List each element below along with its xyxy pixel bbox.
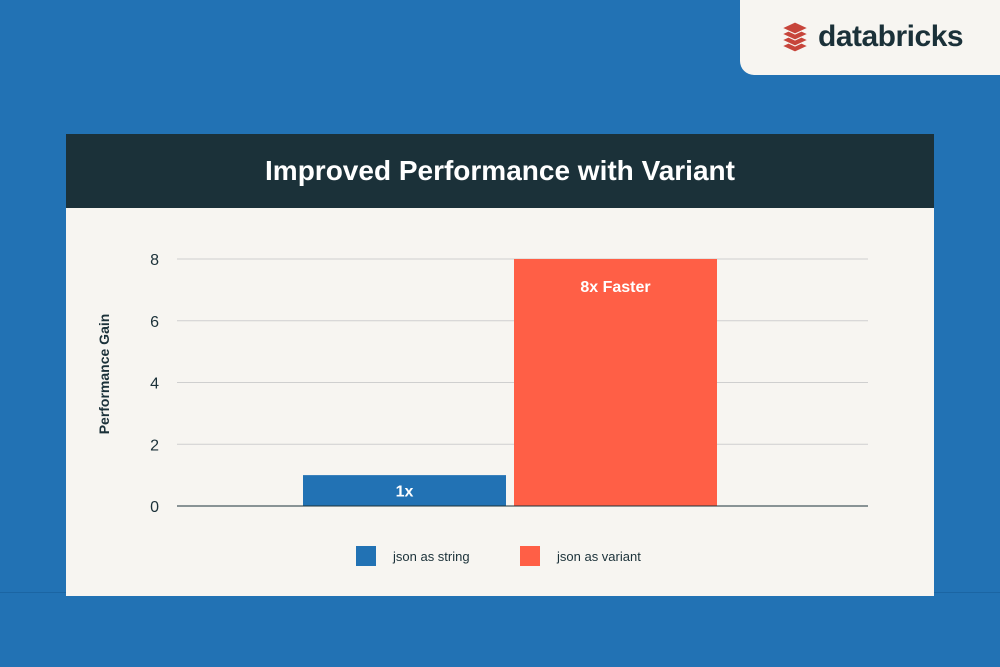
y-tick-label: 6 xyxy=(150,314,159,331)
bar-json-as-variant xyxy=(514,259,717,506)
legend-label: json as string xyxy=(392,549,470,564)
y-axis-ticks: 0 2 4 6 8 xyxy=(150,252,159,516)
legend: json as string json as variant xyxy=(356,546,641,566)
y-tick-label: 4 xyxy=(150,376,159,393)
y-tick-label: 2 xyxy=(150,437,159,454)
chart-header: Improved Performance with Variant xyxy=(66,134,934,208)
legend-swatch xyxy=(356,546,376,566)
y-tick-label: 0 xyxy=(150,499,159,516)
bar-data-label: 8x Faster xyxy=(580,279,650,296)
chart-card: Improved Performance with Variant 0 2 4 6 8 … xyxy=(66,134,934,596)
bar-chart: 0 2 4 6 8 Performance Gain 1x 8x Faster json … xyxy=(96,252,868,566)
chart-title: Improved Performance with Variant xyxy=(265,155,735,186)
legend-label: json as variant xyxy=(556,549,641,564)
logo-wordmark: databricks xyxy=(818,20,964,53)
y-tick-label: 8 xyxy=(150,252,159,269)
bars: 1x 8x Faster xyxy=(303,259,717,506)
databricks-logo-icon xyxy=(781,21,809,53)
bar-data-label: 1x xyxy=(396,484,414,501)
bar-json-as-string xyxy=(303,475,506,506)
logo-card: databricks xyxy=(740,0,1000,75)
y-axis-label: Performance Gain xyxy=(96,314,112,435)
legend-swatch xyxy=(520,546,540,566)
